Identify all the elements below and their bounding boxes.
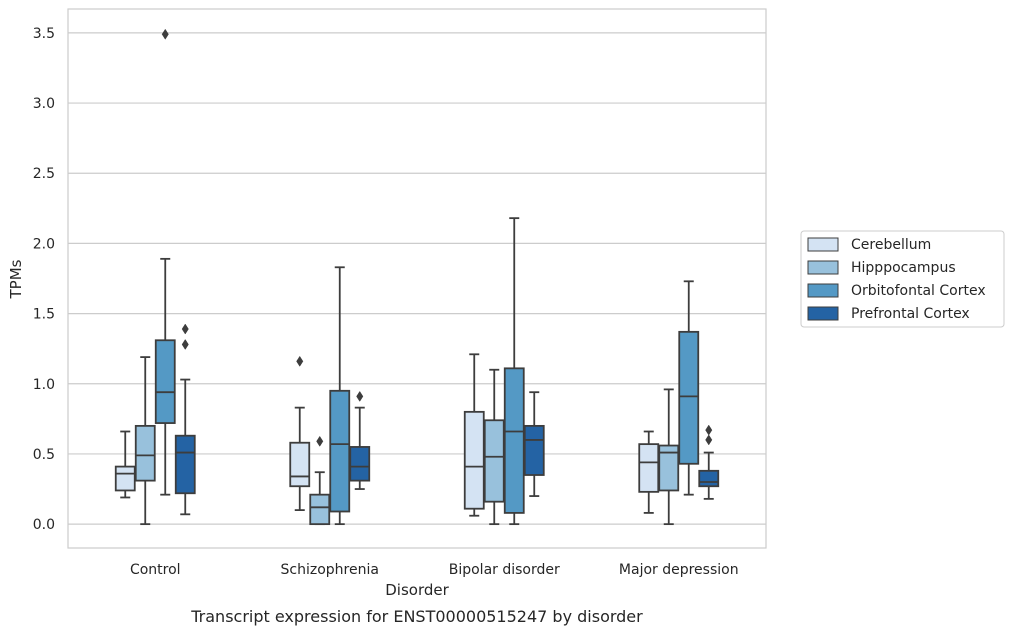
box-group <box>289 355 311 512</box>
y-tick-label: 2.5 <box>33 166 55 182</box>
y-tick-label: 0.5 <box>33 447 55 463</box>
box-body <box>174 434 196 495</box>
legend-label: Prefrontal Cortex <box>851 306 970 322</box>
y-tick-label: 1.5 <box>33 307 55 323</box>
chart-caption: Transcript expression for ENST0000051524… <box>190 607 643 626</box>
box-body <box>638 443 660 493</box>
y-tick-label: 3.0 <box>33 96 55 112</box>
x-tick-label: Control <box>130 562 181 578</box>
legend-swatch <box>807 306 839 321</box>
box-body <box>329 389 351 513</box>
outlier-point <box>705 424 713 436</box>
y-tick-label: 0.0 <box>33 517 55 533</box>
y-tick-label: 1.0 <box>33 377 55 393</box>
box-body <box>349 446 371 482</box>
box-body <box>483 419 505 503</box>
box-group <box>154 28 176 496</box>
legend-label: Cerebellum <box>851 237 931 253</box>
y-tick-label: 2.0 <box>33 236 55 252</box>
legend-swatch <box>807 260 839 275</box>
box-group <box>638 430 660 514</box>
y-tick-label: 3.5 <box>33 26 55 42</box>
legend-swatch <box>807 237 839 252</box>
box-group <box>329 266 351 526</box>
box-body <box>658 444 680 492</box>
legend-swatch <box>807 283 839 298</box>
box-body <box>463 410 485 510</box>
box-group <box>658 388 680 526</box>
box-body <box>698 469 720 488</box>
legend-frame <box>800 230 1005 328</box>
box-body <box>503 367 525 514</box>
box-body <box>134 424 156 482</box>
x-tick-label: Schizophrenia <box>281 562 379 578</box>
outlier-point <box>296 355 304 367</box>
box-group <box>309 435 331 526</box>
legend: Cerebellum Hipppocampus Orbitofontal Corte… <box>800 230 1005 328</box>
box-group <box>134 356 156 526</box>
x-tick-label: Bipolar disorder <box>449 562 560 578</box>
box-body <box>678 330 700 465</box>
box-group <box>483 368 505 526</box>
plot-frame <box>67 8 767 549</box>
box-group <box>678 280 700 496</box>
box-group <box>503 217 525 526</box>
boxes <box>114 28 720 526</box>
x-tick-label: Major depression <box>619 562 739 578</box>
x-tick-labels: Control Schizophrenia Bipolar disorder Majo… <box>130 562 739 578</box>
y-axis-title: TPMs <box>7 259 25 299</box>
legend-label: Orbitofontal Cortex <box>851 283 986 299</box>
box-body <box>309 493 331 526</box>
outlier-point <box>181 339 189 350</box>
box-group <box>523 391 545 497</box>
box-group <box>463 353 485 517</box>
outlier-point <box>316 435 324 447</box>
box-group <box>349 390 371 490</box>
box-group <box>114 430 136 499</box>
outlier-point <box>705 434 713 446</box>
box-body <box>289 441 311 488</box>
outlier-point <box>356 390 364 402</box>
box-body <box>114 465 136 492</box>
box-body <box>523 424 545 476</box>
y-tick-labels: 0.0 0.5 1.0 1.5 2.0 2.5 3.0 3.5 <box>33 26 55 533</box>
outlier-point <box>181 323 189 335</box>
box-body <box>154 339 176 424</box>
box-group <box>698 424 720 500</box>
box-group <box>174 323 196 516</box>
outlier-point <box>161 28 169 40</box>
x-axis-title: Disorder <box>385 581 449 599</box>
legend-label: Hipppocampus <box>851 260 956 276</box>
